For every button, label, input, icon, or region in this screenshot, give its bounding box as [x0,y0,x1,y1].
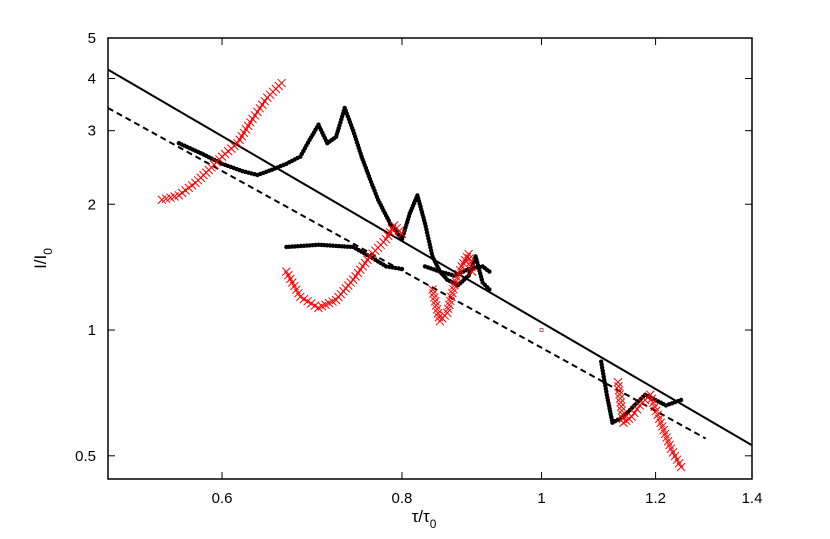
data-point [487,269,492,274]
data-point [678,397,684,403]
reference-point-marker [539,328,544,332]
y-tick-label: 5 [88,30,96,47]
y-tick-label: 2 [88,196,96,213]
data-point [613,377,623,387]
data-point [615,394,625,403]
data-point [616,402,626,411]
y-tick-label: 3 [88,123,96,140]
data-point [397,229,407,239]
x-axis: 0.6 0.8 1 1.2 1.4 [212,38,763,507]
x-tick-label: 1.4 [742,490,763,507]
data-point [487,287,492,292]
y-tick-label: 0.5 [75,448,96,465]
data-point [632,404,642,414]
data-point [627,412,637,422]
y-axis: 0.5 1 2 3 4 5 [75,30,752,465]
data-point [616,398,626,407]
data-point [630,408,639,418]
x-tick-label: 1 [537,490,545,507]
y-tick-label: 1 [88,322,96,339]
data-point [617,406,627,415]
solid-fit-line [107,68,753,447]
data-point [618,410,627,419]
plot-area [107,37,753,480]
data-point [676,462,686,472]
x-tick-label: 0.6 [212,490,233,507]
dashed-fit-line [107,107,707,440]
y-axis-title: I/I0 [31,248,55,269]
data-point [614,381,623,391]
x-axis-title: τ/τ0 [412,507,437,531]
x-tick-label: 1.2 [645,490,666,507]
y-tick-label: 4 [88,70,96,87]
data-point [615,390,624,399]
data-point [467,267,477,276]
y-axis-label: I/I0 [31,248,55,269]
data-point [399,266,405,272]
x-axis-label: τ/τ0 [412,507,437,531]
plot-frame [107,37,753,480]
x-tick-label: 0.8 [392,490,413,507]
red-x-series [157,78,686,472]
data-point [277,78,287,88]
data-point [614,385,624,395]
